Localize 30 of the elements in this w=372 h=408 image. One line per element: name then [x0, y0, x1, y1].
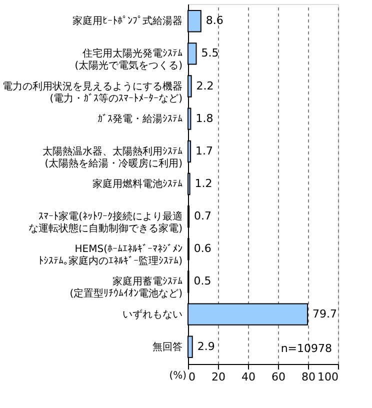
x-tick-label: 100 [318, 370, 338, 384]
data-label: 1.8 [196, 112, 214, 125]
y-tick-label: HEMS(ﾎｰﾑｴﾈﾙｷﾞｰﾏﾈｼﾞﾒﾝﾄｼｽﾃﾑ｡家庭内のｴﾈﾙｷﾞｰ監理ｼｽﾃﾑ) [38, 243, 183, 268]
y-tick-label: 無回答 [152, 340, 182, 353]
y-tick-label: 住宅用太陽光発電ｼｽﾃﾑ (太陽光で電気をつくる) [74, 48, 183, 72]
data-label: 2.2 [196, 79, 214, 92]
data-label: 0.5 [194, 274, 212, 288]
data-label: 8.6 [206, 14, 224, 28]
x-tick-label: 40 [242, 370, 256, 384]
data-label: 2.9 [197, 340, 215, 353]
y-tick-label: ｽﾏｰﾄ家電(ﾈｯﾄﾜｰｸ接続により最適な運転状態に自動制御できる家電) [28, 210, 183, 235]
data-label: 0.7 [194, 210, 212, 223]
x-tick-label: 80 [302, 370, 316, 384]
data-label: 1.2 [194, 177, 212, 190]
y-tick-label: 家庭用ﾋｰﾄﾎﾟﾝﾌﾟ式給湯器 [72, 15, 182, 28]
y-tick-label: 家庭用燃料電池ｼｽﾃﾑ [92, 178, 182, 190]
x-tick-label: 60 [272, 370, 286, 384]
y-tick-label: 電力の利用状況を見えるようにする機器 (電力・ｶﾞｽ等のｽﾏｰﾄﾒｰﾀｰなど) [2, 80, 183, 104]
data-label: 1.7 [196, 144, 214, 158]
x-axis-title: (%) [169, 370, 187, 382]
y-tick-label: いずれもない [122, 308, 182, 320]
y-tick-label: ｶﾞｽ発電・給湯ｼｽﾃﾑ [98, 112, 182, 125]
data-label: 5.5 [201, 46, 219, 60]
annotation: n=10978 [280, 342, 332, 355]
y-tick-label: 太陽熱温水器、太陽熱利用ｼｽﾃﾑ (太陽熱を給湯・冷暖房に利用) [42, 145, 183, 170]
data-label: 79.7 [312, 307, 338, 320]
x-tick-label: 0 [188, 370, 196, 384]
x-tick-label: 20 [212, 370, 226, 384]
data-label: 0.6 [194, 242, 212, 256]
y-tick-label: 家庭用蓄電ｼｽﾃﾑ (定置型ﾘﾁｳﾑｲｵﾝ電池など) [70, 276, 183, 300]
